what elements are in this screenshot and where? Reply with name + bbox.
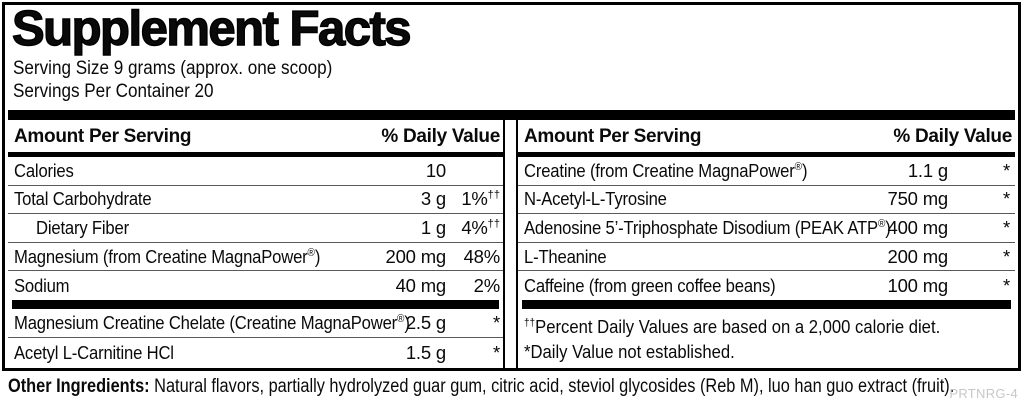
header-divider-bar <box>8 152 503 157</box>
header-daily-value: % Daily Value <box>893 126 1012 147</box>
row-name: Magnesium (from Creatine MagnaPower®) <box>14 245 321 267</box>
row-amount: 1.1 g <box>907 159 948 181</box>
row-amount: 40 mg <box>395 274 447 296</box>
row-name: Adenosine 5’-Triphosphate Disodium (PEAK… <box>524 216 891 238</box>
facts-column-left: Amount Per Serving % Daily Value Calorie… <box>8 120 505 368</box>
footnote-daily-value-not-established: *Daily Value not established. <box>524 340 735 362</box>
row-name: Creatine (from Creatine MagnaPower®) <box>524 159 808 181</box>
row-daily-value: * <box>493 312 500 334</box>
header-daily-value: % Daily Value <box>381 126 500 147</box>
row-daily-value: * <box>1003 216 1010 238</box>
serving-size-text: Serving Size 9 grams (approx. one scoop) <box>13 58 333 79</box>
table-row-acetyl-l-carnitine: Acetyl L-Carnitine HCl 1.5 g * <box>8 338 503 368</box>
row-amount: 100 mg <box>887 274 948 296</box>
supplement-facts-title: Supplement Facts <box>11 1 412 56</box>
row-amount: 1 g <box>420 216 446 238</box>
footnote-percent-daily-values: ††Percent Daily Values are based on a 2,… <box>524 315 941 337</box>
table-row-dietary-fiber: Dietary Fiber 1 g 4%†† <box>8 214 503 243</box>
row-name: Dietary Fiber <box>36 216 129 238</box>
row-daily-value: 2% <box>473 274 501 296</box>
other-ingredients-text: Natural flavors, partially hydrolyzed gu… <box>149 376 955 397</box>
section-divider-bar <box>12 299 499 309</box>
column-header: Amount Per Serving % Daily Value <box>8 120 503 152</box>
facts-column-right: Amount Per Serving % Daily Value Creatin… <box>516 120 1015 368</box>
row-daily-value: 4%†† <box>461 216 500 238</box>
table-row-calories: Calories 10 <box>8 157 503 186</box>
supplement-facts-panel: Supplement Facts Serving Size 9 grams (a… <box>2 1 1021 371</box>
table-row-magnesium: Magnesium (from Creatine MagnaPower®) 20… <box>8 243 503 272</box>
row-daily-value: 1%†† <box>461 188 500 210</box>
section-divider-bar <box>522 299 1011 309</box>
row-daily-value: * <box>1003 274 1010 296</box>
facts-table: Amount Per Serving % Daily Value Calorie… <box>8 120 1015 368</box>
table-row-n-acetyl-l-tyrosine: N-Acetyl-L-Tyrosine 750 mg * <box>518 186 1015 215</box>
row-name: L-Theanine <box>524 245 607 267</box>
row-name: Acetyl L-Carnitine HCl <box>14 342 174 364</box>
header-amount-per-serving: Amount Per Serving <box>524 126 702 147</box>
row-amount: 400 mg <box>887 216 948 238</box>
row-daily-value: * <box>1003 188 1010 210</box>
row-name: Sodium <box>14 274 70 296</box>
other-ingredients: Other Ingredients: Natural flavors, part… <box>8 376 1024 398</box>
footnotes: ††Percent Daily Values are based on a 2,… <box>518 309 1015 364</box>
header-amount-per-serving: Amount Per Serving <box>14 126 192 147</box>
row-amount: 3 g <box>420 188 446 210</box>
row-amount: 10 <box>425 159 446 181</box>
table-row-creatine: Creatine (from Creatine MagnaPower®) 1.1… <box>518 157 1015 186</box>
row-daily-value: 48% <box>463 245 501 267</box>
table-row-caffeine: Caffeine (from green coffee beans) 100 m… <box>518 271 1015 300</box>
row-name: N-Acetyl-L-Tyrosine <box>524 188 667 210</box>
row-daily-value: * <box>1003 245 1010 267</box>
table-row-sodium: Sodium 40 mg 2% <box>8 271 503 300</box>
row-name: Calories <box>14 159 74 181</box>
row-amount: 200 mg <box>385 245 446 267</box>
column-gap <box>505 120 516 368</box>
header-divider-bar <box>518 152 1015 157</box>
column-header: Amount Per Serving % Daily Value <box>518 120 1015 152</box>
other-ingredients-label: Other Ingredients: <box>8 376 150 397</box>
table-top-bar <box>8 110 1015 120</box>
table-row-adenosine-triphosphate: Adenosine 5’-Triphosphate Disodium (PEAK… <box>518 214 1015 243</box>
row-daily-value: * <box>1003 159 1010 181</box>
row-amount: 750 mg <box>887 188 948 210</box>
row-name: Caffeine (from green coffee beans) <box>524 274 776 296</box>
table-row-l-theanine: L-Theanine 200 mg * <box>518 243 1015 272</box>
row-amount: 1.5 g <box>405 342 446 364</box>
row-amount: 200 mg <box>887 245 948 267</box>
row-name: Total Carbohydrate <box>14 188 152 210</box>
table-row-total-carbohydrate: Total Carbohydrate 3 g 1%†† <box>8 186 503 215</box>
servings-per-container-text: Servings Per Container 20 <box>13 81 214 102</box>
footer-print-code: PRTNRG-4 <box>949 386 1018 401</box>
table-row-magnesium-creatine-chelate: Magnesium Creatine Chelate (Creatine Mag… <box>8 309 503 339</box>
row-daily-value: * <box>493 342 500 364</box>
row-name: Magnesium Creatine Chelate (Creatine Mag… <box>14 312 410 334</box>
row-amount: 2.5 g <box>405 312 446 334</box>
